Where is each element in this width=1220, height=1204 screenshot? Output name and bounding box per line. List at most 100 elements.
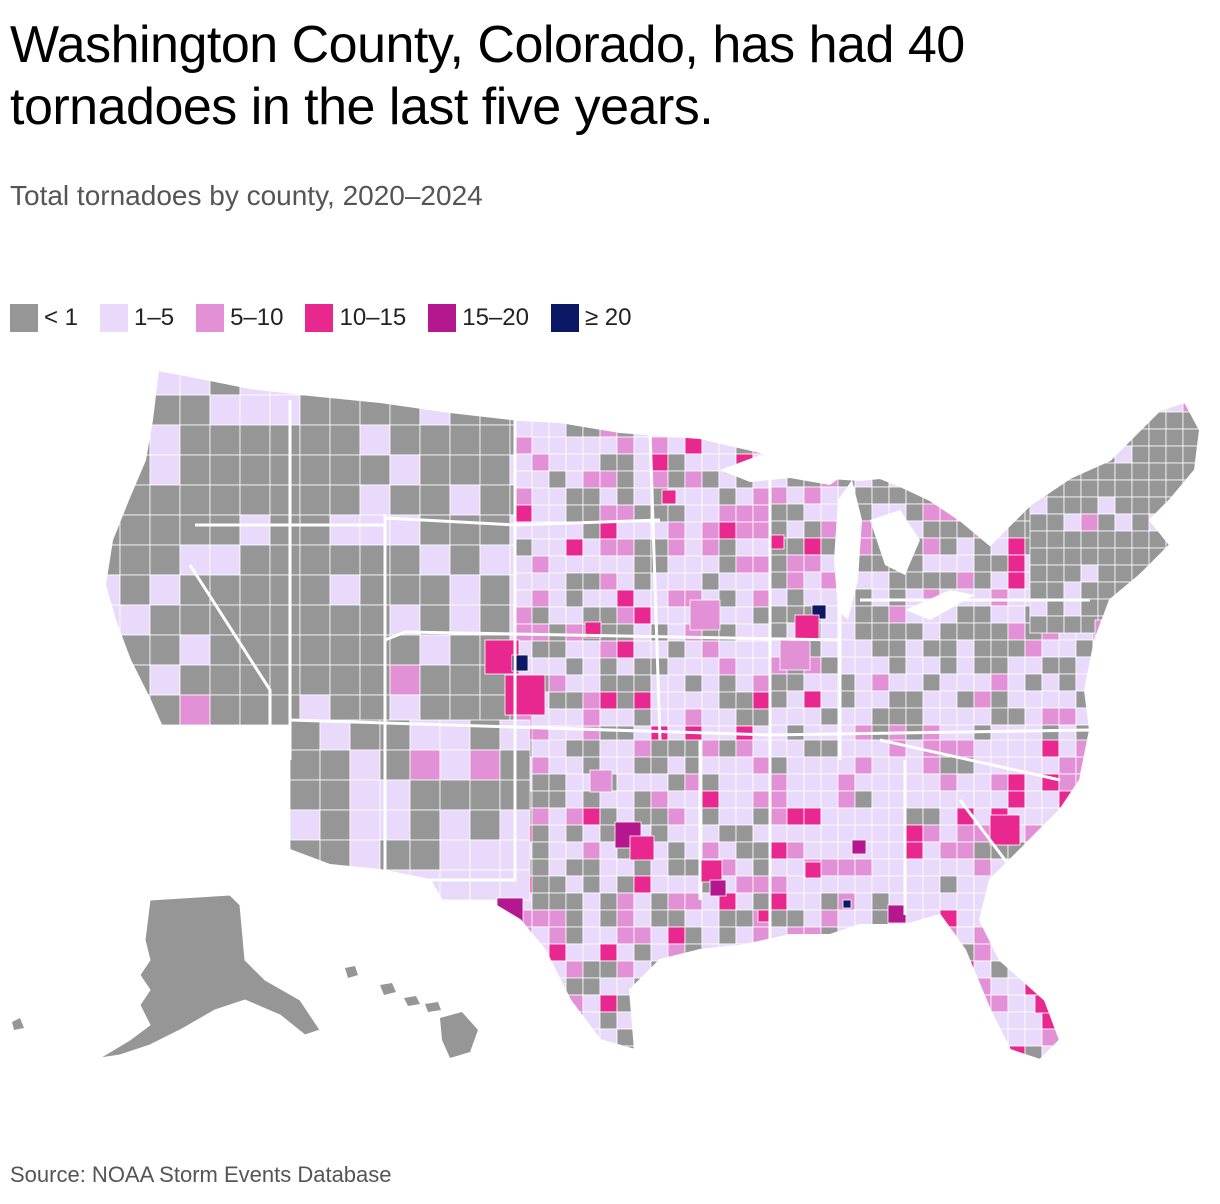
legend-item-5-10: 5–10	[196, 303, 283, 333]
county-cell	[752, 1028, 771, 1047]
county-cell	[548, 875, 567, 894]
county-cell	[973, 673, 992, 692]
county-cell	[531, 640, 550, 659]
county-cell	[786, 588, 805, 607]
county-cell	[1092, 977, 1111, 996]
county-cell	[701, 977, 720, 996]
county-cell	[1046, 547, 1065, 566]
county-cell	[735, 977, 754, 996]
county-cell	[209, 514, 241, 546]
county-cell	[888, 656, 907, 675]
county-cell	[1007, 1011, 1026, 1030]
county-cell	[1092, 807, 1111, 826]
county-cell	[359, 370, 391, 396]
county-cell	[531, 926, 550, 945]
county-cell	[389, 544, 421, 576]
county-cell	[1007, 994, 1026, 1013]
county-cell	[667, 589, 686, 608]
county-cell	[565, 470, 584, 489]
county-cell	[1024, 739, 1043, 758]
county-cell	[803, 486, 822, 505]
county-cell	[956, 554, 975, 573]
county-cell	[1007, 537, 1026, 556]
county-cell	[1058, 977, 1077, 996]
county-cell	[871, 824, 890, 843]
county-cell	[582, 538, 601, 557]
county-cell	[667, 572, 686, 591]
county-cell	[1114, 394, 1133, 413]
county-cell	[990, 926, 1009, 945]
state-border	[384, 516, 661, 527]
county-cell	[922, 756, 941, 775]
legend-item-lt1: < 1	[10, 303, 78, 333]
county-cell	[289, 719, 321, 751]
county-cell	[582, 691, 601, 710]
county-cell	[1075, 1028, 1094, 1047]
county-cell	[633, 994, 652, 1013]
county-cell	[531, 858, 550, 877]
county-cell	[1058, 926, 1077, 945]
state-border	[289, 718, 1091, 737]
county-cell	[854, 875, 873, 894]
county-cell	[1041, 841, 1060, 860]
county-cell	[1148, 445, 1167, 464]
county-cell	[1148, 581, 1167, 600]
county-cell	[735, 875, 754, 894]
county-cell	[701, 1045, 720, 1060]
county-cell	[956, 639, 975, 658]
county-cell	[973, 724, 992, 743]
county-cell	[888, 756, 907, 775]
county-cell	[922, 622, 941, 641]
county-cell	[854, 707, 873, 726]
county-cell	[786, 892, 805, 911]
county-cell	[1007, 1028, 1026, 1047]
county-cell	[905, 707, 924, 726]
county-cell	[905, 1045, 924, 1060]
county-cell	[1041, 977, 1060, 996]
county-cell	[1097, 445, 1116, 464]
county-cell	[735, 657, 754, 676]
county-cell	[514, 1011, 533, 1030]
county-cell	[239, 544, 271, 576]
county-cell	[616, 790, 635, 809]
county-cell	[389, 574, 421, 606]
county-cell	[956, 773, 975, 792]
county-cell	[633, 589, 652, 608]
county-cell	[582, 790, 601, 809]
county-cell	[633, 977, 652, 996]
county-cell	[684, 436, 703, 455]
county-cell	[820, 707, 839, 726]
county-cell	[735, 994, 754, 1013]
county-cell	[565, 708, 584, 727]
county-cell	[531, 487, 550, 506]
county-cell	[752, 892, 771, 911]
county-cell	[939, 824, 958, 843]
county-cell	[359, 454, 391, 486]
county-cell	[582, 875, 601, 894]
county-cell	[419, 574, 451, 606]
county-cell	[582, 960, 601, 979]
county-cell	[119, 370, 151, 396]
county-cell	[1007, 690, 1026, 709]
county-cell	[1041, 943, 1060, 962]
legend-swatch	[428, 304, 457, 332]
county-cell	[1080, 564, 1099, 583]
county-cell	[871, 756, 890, 775]
county-cell	[854, 892, 873, 911]
county-cell	[616, 538, 635, 557]
county-cell	[1165, 462, 1184, 481]
county-cell	[289, 749, 321, 781]
county-cell	[854, 605, 873, 624]
county-cell	[684, 470, 703, 489]
county-cell	[650, 739, 669, 758]
county-cell	[888, 824, 907, 843]
county-cell	[514, 1045, 533, 1060]
county-cell	[565, 589, 584, 608]
county-cell	[149, 514, 181, 546]
county-cell	[786, 673, 805, 692]
county-cell	[887, 904, 907, 924]
county-cell	[769, 943, 788, 962]
county-cell	[939, 875, 958, 894]
county-cell	[718, 960, 737, 979]
county-cell	[1131, 428, 1150, 447]
